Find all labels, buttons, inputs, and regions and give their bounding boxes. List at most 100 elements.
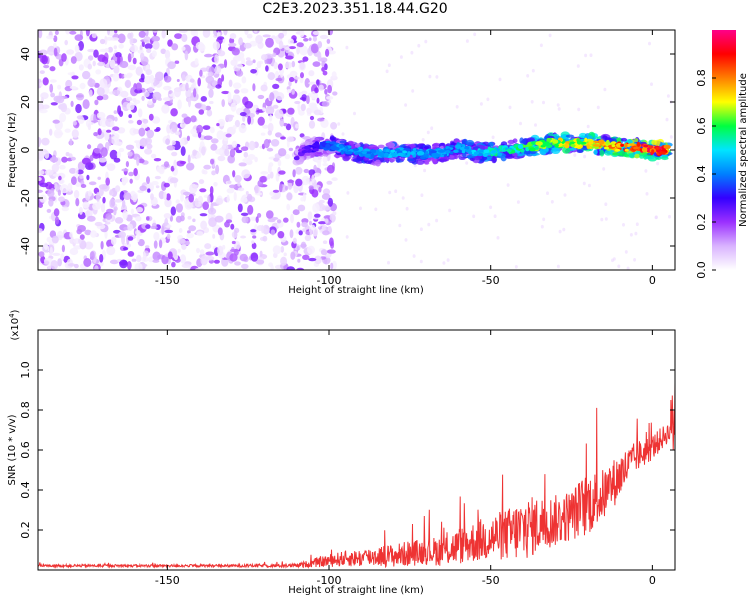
noise-blob [171,124,178,133]
noise-blob [88,181,97,186]
noise-blob [225,219,233,223]
noise-blob [145,245,150,249]
noise-blob [556,103,560,107]
noise-blob [179,254,187,264]
noise-blob [97,176,101,180]
noise-blob [79,234,85,240]
noise-blob [80,184,87,188]
noise-blob [309,115,315,121]
noise-blob [199,249,205,255]
y-tick-label: 1.0 [19,361,32,379]
noise-blob [583,154,587,159]
spectrogram-image [38,30,673,270]
signal-core-blob [588,141,594,145]
noise-blob [267,173,271,180]
x-tick-label: -50 [482,574,500,587]
noise-blob [132,57,137,65]
noise-blob [412,254,416,258]
noise-blob [259,176,267,183]
noise-blob [174,33,183,39]
noise-blob [212,234,216,239]
noise-blob [644,169,648,173]
noise-blob [280,256,288,266]
noise-blob [286,203,291,211]
noise-blob [106,246,116,256]
noise-blob [95,192,101,202]
noise-blob [237,203,243,213]
noise-blob [210,203,214,213]
noise-blob [160,48,167,55]
noise-blob [270,229,276,236]
noise-blob [314,213,321,218]
noise-blob [184,50,189,61]
noise-blob [141,95,145,101]
noise-blob [577,107,581,112]
noise-blob [275,132,282,138]
signal-core-blob [364,152,371,158]
noise-blob [241,169,251,179]
noise-blob [38,189,43,193]
noise-blob [542,100,545,105]
noise-blob [75,103,82,114]
noise-blob [300,196,305,202]
noise-blob [109,259,119,265]
noise-blob [285,55,294,60]
noise-blob [302,228,307,233]
noise-blob [272,245,282,255]
signal-blob [350,144,357,150]
noise-blob [262,107,266,112]
colorbar: 0.0 0.2 0.4 0.6 0.8 Normalized spectral ampli… [695,30,749,279]
noise-blob [387,63,391,67]
noise-blob [58,175,62,181]
signal-core-blob [663,144,671,149]
noise-blob [120,73,125,79]
noise-blob [508,105,512,110]
noise-blob [52,252,61,256]
noise-blob [181,263,191,269]
noise-blob [314,255,322,265]
signal-core-blob [603,146,610,150]
noise-blob [163,182,170,188]
noise-blob [113,157,121,163]
signal-blob [339,140,347,144]
noise-blob [668,214,671,219]
signal-blob [593,149,598,156]
noise-blob [38,228,43,233]
noise-blob [322,163,329,167]
noise-blob [184,240,191,246]
noise-blob [98,188,104,197]
signal-core-blob [407,151,411,156]
noise-blob [587,183,591,188]
noise-blob [96,111,106,120]
y-tick-label: -20 [19,189,32,207]
noise-blob [277,63,283,71]
noise-blob [241,263,249,269]
noise-blob [152,259,160,263]
noise-blob [250,229,257,233]
y-tick-label: 0.2 [19,521,32,539]
signal-core-blob [586,138,593,142]
noise-blob [276,219,282,224]
noise-blob [96,87,105,96]
noise-blob [154,175,161,180]
noise-blob [288,147,294,152]
signal-blob [540,147,549,154]
noise-blob [206,109,213,117]
signal-blob [388,157,396,163]
signal-blob [424,161,430,165]
noise-blob [309,220,312,226]
noise-blob [289,77,295,82]
noise-blob [87,123,92,131]
noise-blob [53,128,63,139]
signal-blob [565,134,575,138]
noise-blob [178,30,188,33]
noise-blob [171,151,178,157]
signal-blob [485,156,494,161]
noise-blob [405,206,409,211]
noise-blob [420,193,424,197]
noise-blob [138,127,146,137]
x-tick-label: -150 [155,274,180,287]
noise-blob [134,262,143,270]
noise-blob [121,168,129,172]
noise-blob [125,144,135,150]
